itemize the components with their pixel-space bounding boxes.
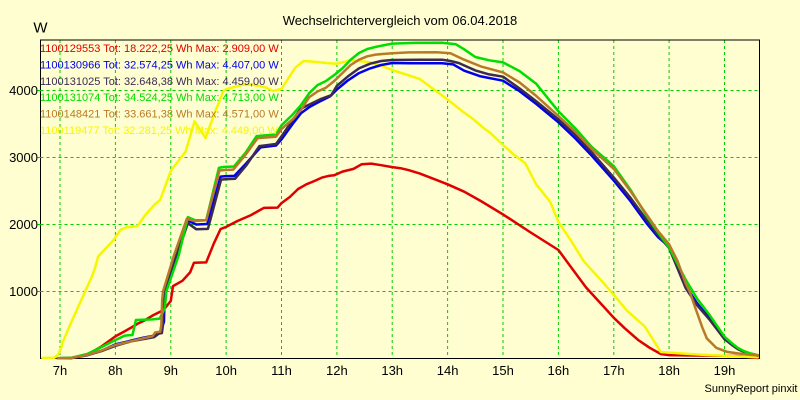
svg-text:SunnyReport pinxit: SunnyReport pinxit xyxy=(705,383,798,395)
svg-text:10h: 10h xyxy=(215,363,237,378)
svg-text:14h: 14h xyxy=(437,363,459,378)
svg-text:7h: 7h xyxy=(53,363,67,378)
svg-text:1100119477 Tot: 32.281,25 Wh M: 1100119477 Tot: 32.281,25 Wh Max: 4.449,… xyxy=(40,125,279,137)
svg-text:12h: 12h xyxy=(326,363,348,378)
svg-text:17h: 17h xyxy=(603,363,625,378)
svg-text:19h: 19h xyxy=(714,363,736,378)
svg-text:1100130966 Tot: 32.574,25 Wh M: 1100130966 Tot: 32.574,25 Wh Max: 4.407,… xyxy=(40,59,279,71)
svg-text:8h: 8h xyxy=(108,363,122,378)
svg-text:2000: 2000 xyxy=(9,217,38,232)
svg-text:3000: 3000 xyxy=(9,150,38,165)
svg-text:1100131074 Tot: 34.524,25 Wh M: 1100131074 Tot: 34.524,25 Wh Max: 4.713,… xyxy=(40,92,279,104)
svg-text:15h: 15h xyxy=(492,363,514,378)
svg-text:W: W xyxy=(33,20,48,37)
svg-text:1000: 1000 xyxy=(9,284,38,299)
svg-text:4000: 4000 xyxy=(9,83,38,98)
svg-text:1100131025 Tot: 32.648,38 Wh M: 1100131025 Tot: 32.648,38 Wh Max: 4.459,… xyxy=(40,76,279,88)
svg-text:1100148421 Tot: 33.661,38 Wh M: 1100148421 Tot: 33.661,38 Wh Max: 4.571,… xyxy=(40,109,279,121)
svg-text:1100129553 Tot: 18.222,25 Wh M: 1100129553 Tot: 18.222,25 Wh Max: 2.909,… xyxy=(40,43,279,55)
svg-text:9h: 9h xyxy=(164,363,178,378)
svg-text:Wechselrichtervergleich vom 06: Wechselrichtervergleich vom 06.04.2018 xyxy=(283,13,518,28)
svg-text:18h: 18h xyxy=(658,363,680,378)
svg-text:13h: 13h xyxy=(381,363,403,378)
svg-text:11h: 11h xyxy=(271,363,292,378)
svg-text:16h: 16h xyxy=(548,363,570,378)
